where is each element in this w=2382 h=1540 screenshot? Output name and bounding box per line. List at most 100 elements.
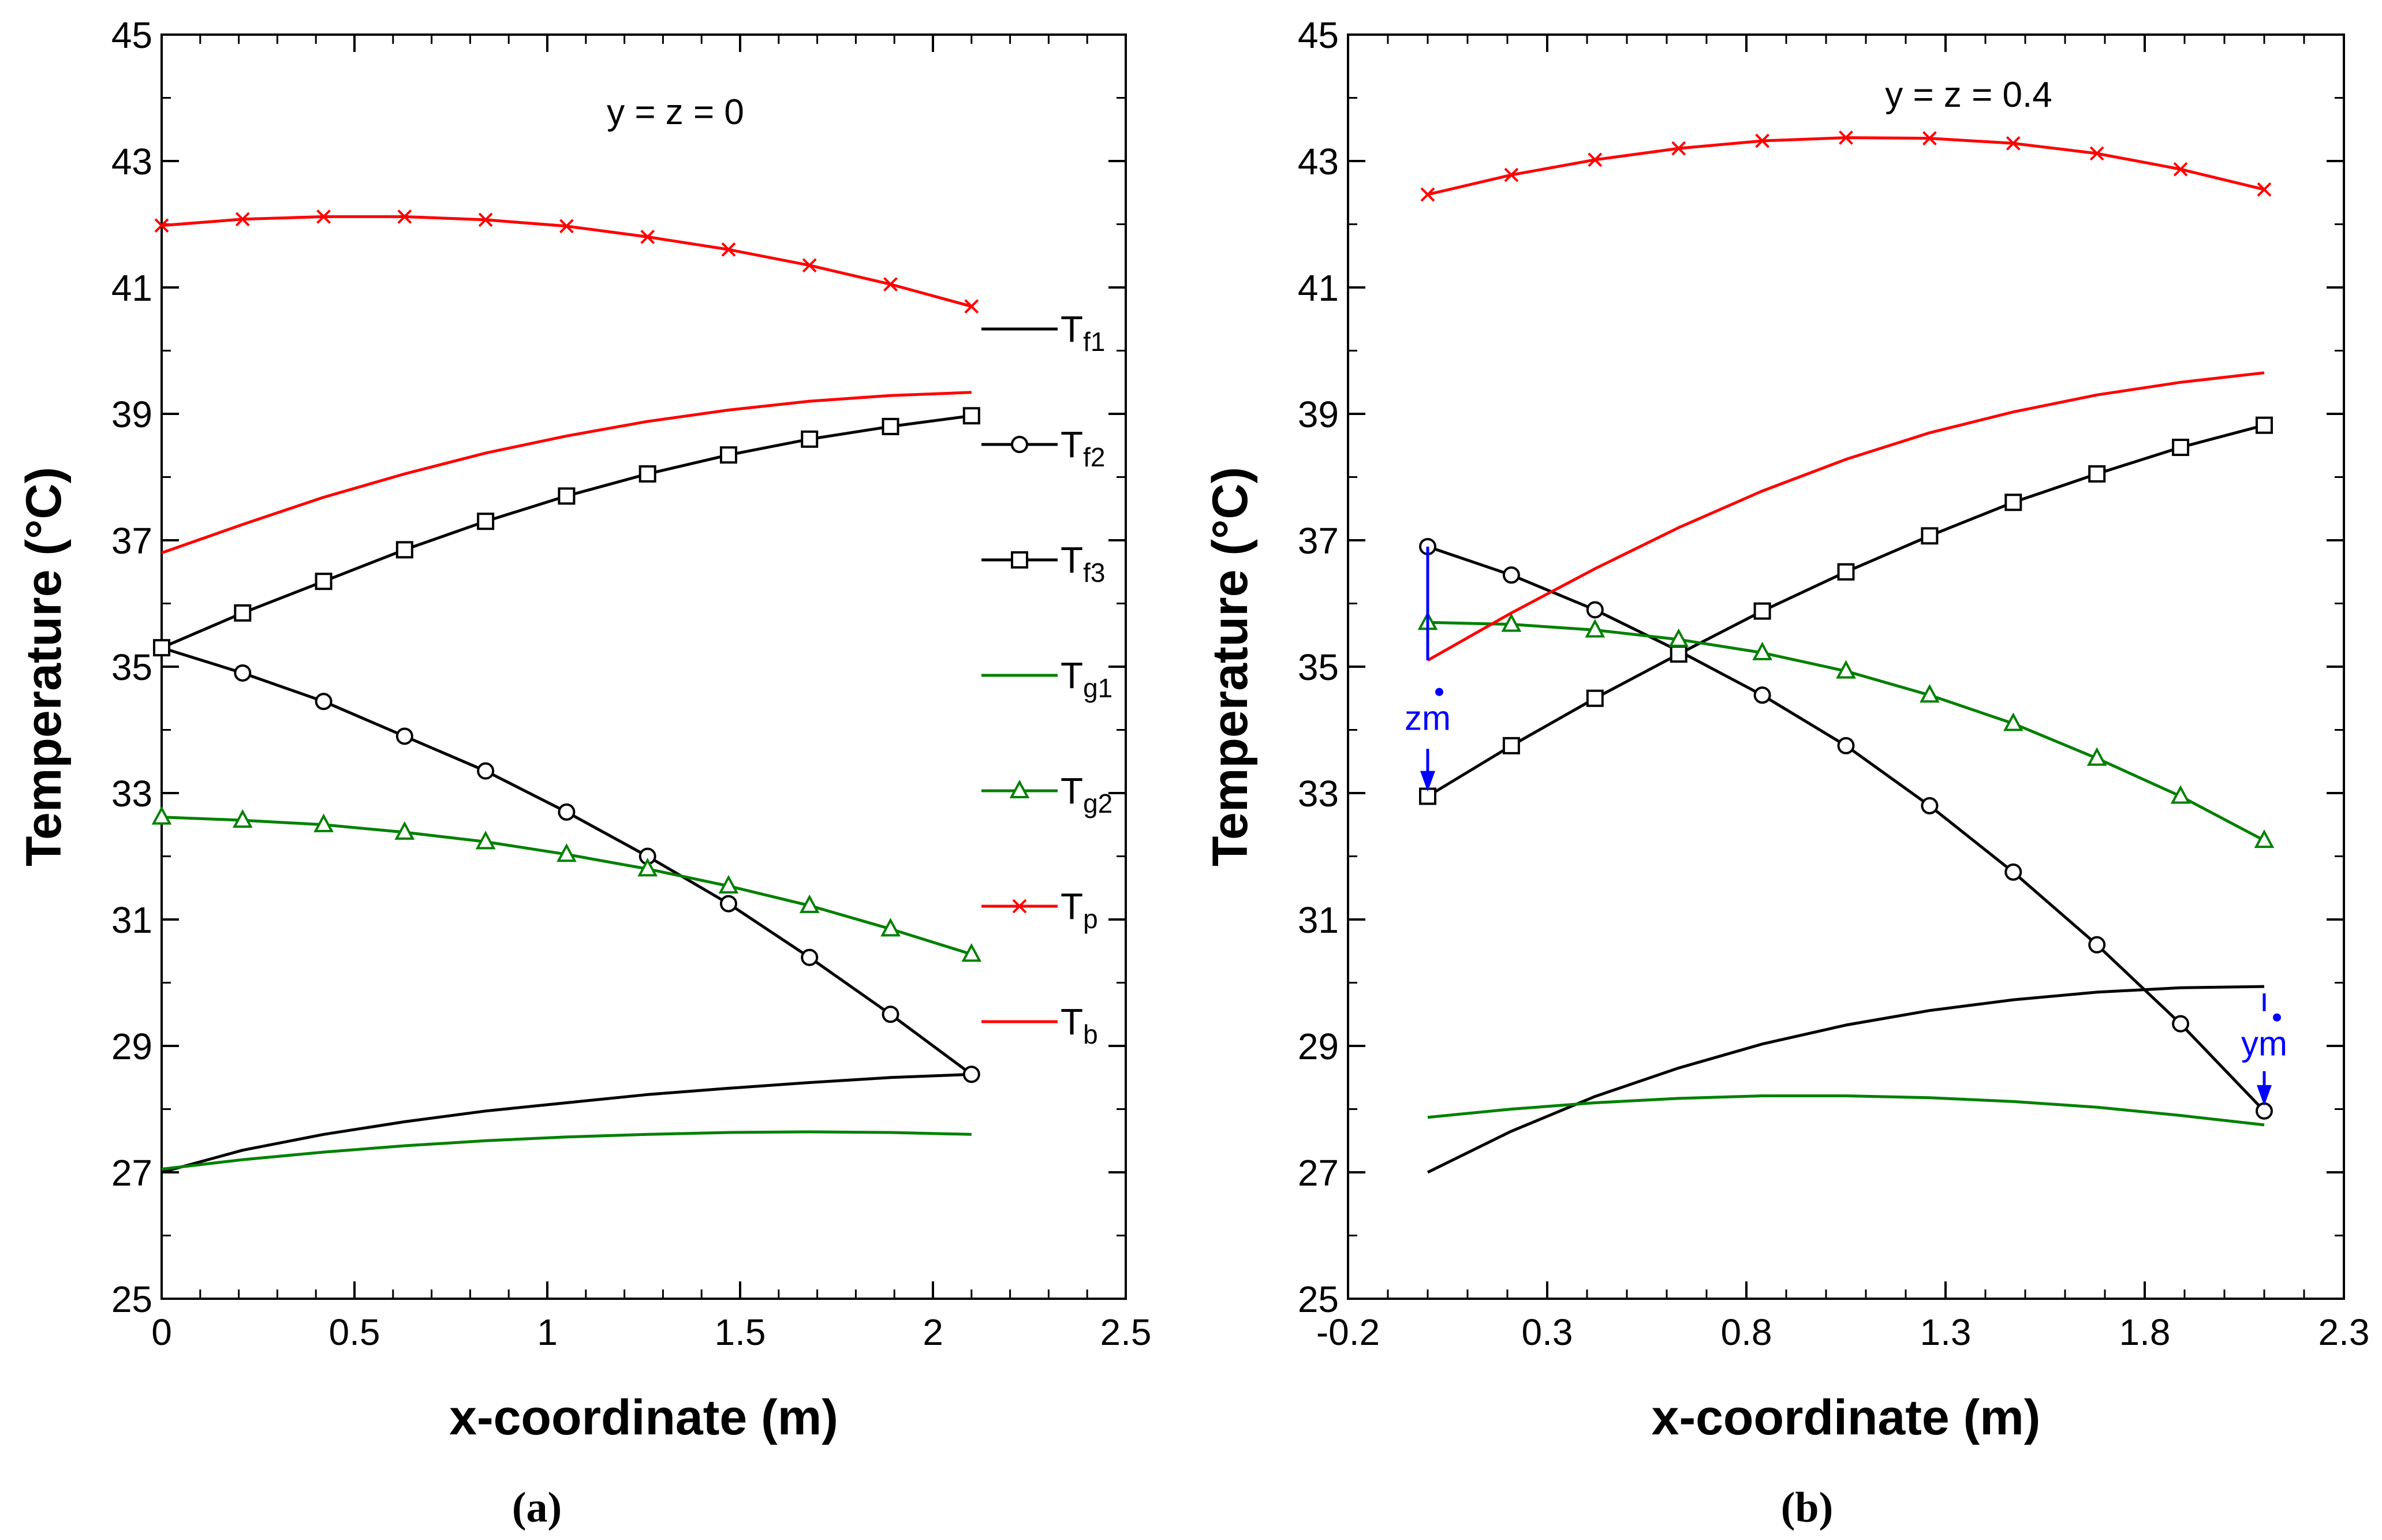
panel-b-point-Tf3 — [2172, 439, 2190, 457]
panel-a-point-Tp — [478, 212, 493, 227]
panel-a-ytick-label: 43 — [111, 141, 152, 182]
panel-b-point-Tp — [1671, 141, 1686, 156]
panel-a-point-Tp — [235, 212, 250, 227]
ym-label: ym — [2241, 1024, 2287, 1063]
panel-b-point-Tg2 — [2254, 829, 2275, 849]
panel-a-series-Tg2 — [151, 806, 982, 962]
panel-b-point-Tp — [1755, 133, 1770, 148]
panel-b-point-Tf3 — [1670, 645, 1687, 663]
panel-a-line-Tp — [161, 215, 972, 308]
panel-b-line-Tg2 — [1427, 621, 2265, 842]
legend-item-Tg1: Tg1 — [981, 655, 1112, 703]
panel-a-ytick-label: 29 — [111, 1026, 152, 1067]
panel-b-series-Tf2 — [1419, 537, 2273, 1120]
legend-item-Tp: Tp — [981, 885, 1098, 934]
panel-a-point-Tf2 — [315, 693, 333, 711]
panel-b-xtick-label: -0.2 — [1316, 1311, 1380, 1353]
panel-b-xtick-label: 2.3 — [2318, 1311, 2370, 1353]
panel-b-zm-marker: zm — [1405, 546, 1451, 792]
panel-b-point-Tp — [2089, 146, 2104, 161]
panel-a-point-Tp — [802, 258, 817, 273]
panel-b-point-Tf3 — [2088, 465, 2106, 483]
legend-label-Tf2: Tf2 — [1061, 424, 1105, 472]
panel-b-point-Tf3 — [1837, 563, 1855, 581]
panel-a-point-Tg2 — [961, 943, 982, 962]
legend-marker-Tg2 — [1009, 779, 1030, 798]
panel-a-legend: Tf1 Tf2 Tf3 Tg1 Tg2 Tp Tb — [981, 308, 1112, 1049]
panel-b-point-Tg2 — [2086, 747, 2107, 766]
panel-b-annotation: y = z = 0.4 — [1885, 75, 2052, 115]
panel-b-point-Tf2 — [2172, 1015, 2190, 1033]
panel-a-point-Tg2 — [232, 809, 253, 828]
panel-a-point-Tf3 — [719, 446, 737, 464]
panel-b-xtick-label: 0.8 — [1721, 1311, 1772, 1353]
legend-item-Tf3: Tf3 — [981, 539, 1105, 588]
panel-b-ytick-label: 31 — [1298, 899, 1339, 941]
panel-b-series-Tf3 — [1419, 416, 2273, 805]
panel-a-ylabel: Temperature (°C) — [16, 467, 72, 866]
panel-b-point-Tp — [2006, 136, 2021, 151]
panel-a-ytick-label: 33 — [111, 773, 152, 814]
panel-b-xtick-label: 1.3 — [1920, 1311, 1972, 1353]
legend-label-Tp: Tp — [1061, 885, 1098, 934]
panel-b-point-Tp — [1922, 131, 1937, 145]
panel-b-point-Tg2 — [2003, 712, 2023, 731]
panel-a-point-Tf2 — [395, 727, 413, 745]
panel-a-series-Tb — [161, 391, 972, 555]
panel-a-point-Tf3 — [962, 407, 980, 425]
panel-a-line-Tg2 — [161, 816, 972, 956]
legend-label-Tf1: Tf1 — [1061, 308, 1105, 357]
panel-b-point-Tf3 — [2004, 494, 2022, 511]
panel-a-xtick-label: 0.5 — [329, 1311, 380, 1353]
panel-b-line-Tb — [1427, 371, 2265, 662]
zm-arrowhead — [1420, 771, 1435, 792]
panel-b-ytick-label: 35 — [1298, 646, 1339, 688]
panel-b-point-Tg2 — [1501, 613, 1522, 632]
panel-a-point-Tp — [964, 299, 979, 314]
panel-a-point-Tg2 — [637, 858, 658, 877]
panel-a-point-Tg2 — [718, 874, 739, 894]
legend-marker-Tf2 — [1011, 436, 1028, 453]
panel-a-xtick-label: 2 — [923, 1311, 943, 1353]
panel-a-series-Tp — [154, 209, 979, 314]
panel-a-point-Tp — [316, 209, 331, 224]
panel-a-point-Tf3 — [315, 573, 333, 590]
panel-b-point-Tf2 — [1837, 737, 1855, 754]
panel-a-series-Tf3 — [153, 407, 980, 657]
panel-b-ytick-label: 39 — [1298, 394, 1339, 435]
panel-b-point-Tf2 — [1921, 797, 1939, 814]
panel-b-series-Tb — [1427, 371, 2265, 662]
panel-a-line-Tf1 — [161, 1072, 972, 1174]
panel-b-point-Tp — [2173, 162, 2188, 177]
panel-b-point-Tg2 — [1752, 641, 1772, 660]
panel-a-point-Tf3 — [801, 430, 819, 448]
zm-dot — [1435, 687, 1443, 696]
panel-b-ytick-label: 29 — [1298, 1026, 1339, 1067]
panel-b-point-Tg2 — [1836, 660, 1856, 679]
panel-a-ytick-label: 25 — [111, 1279, 152, 1320]
panel-a-series-Tg1 — [161, 1130, 972, 1171]
panel-a-chart: 25 27 29 31 33 35 37 39 41 43 45 0 0.5 1 1.5 2 2.5 x-coor… — [16, 14, 1151, 1445]
panel-b-ytick-label: 33 — [1298, 773, 1339, 814]
panel-b-ytick-label: 45 — [1298, 14, 1339, 56]
panel-a-point-Tg2 — [557, 843, 577, 862]
panel-a-point-Tp — [154, 218, 169, 233]
panel-a-point-Tf2 — [719, 895, 737, 913]
caption-b: (b) — [1749, 1483, 1865, 1532]
panel-a-point-Tf2 — [477, 762, 495, 780]
panel-b-ytick-label: 41 — [1298, 267, 1339, 309]
panel-a-point-Tp — [883, 277, 898, 291]
legend-item-Tf1: Tf1 — [981, 308, 1105, 357]
panel-b-series-Tg1 — [1427, 1094, 2265, 1127]
zm-label: zm — [1405, 699, 1451, 738]
caption-a: (a) — [479, 1483, 595, 1532]
panel-a-xtick-label: 1 — [537, 1311, 558, 1353]
panel-b-chart: 25 27 29 31 33 35 37 39 41 43 45 -0.2 0.3 0.8 1.3 1.8 2.… — [1203, 14, 2369, 1445]
panel-b-xtick-label: 0.3 — [1522, 1311, 1573, 1353]
panel-a-xtick-label: 1.5 — [715, 1311, 766, 1353]
panel-b-ytick-label: 27 — [1298, 1152, 1339, 1194]
panel-a-point-Tp — [640, 229, 655, 244]
panel-a-point-Tf3 — [153, 639, 170, 657]
panel-a-point-Tg2 — [151, 806, 172, 825]
